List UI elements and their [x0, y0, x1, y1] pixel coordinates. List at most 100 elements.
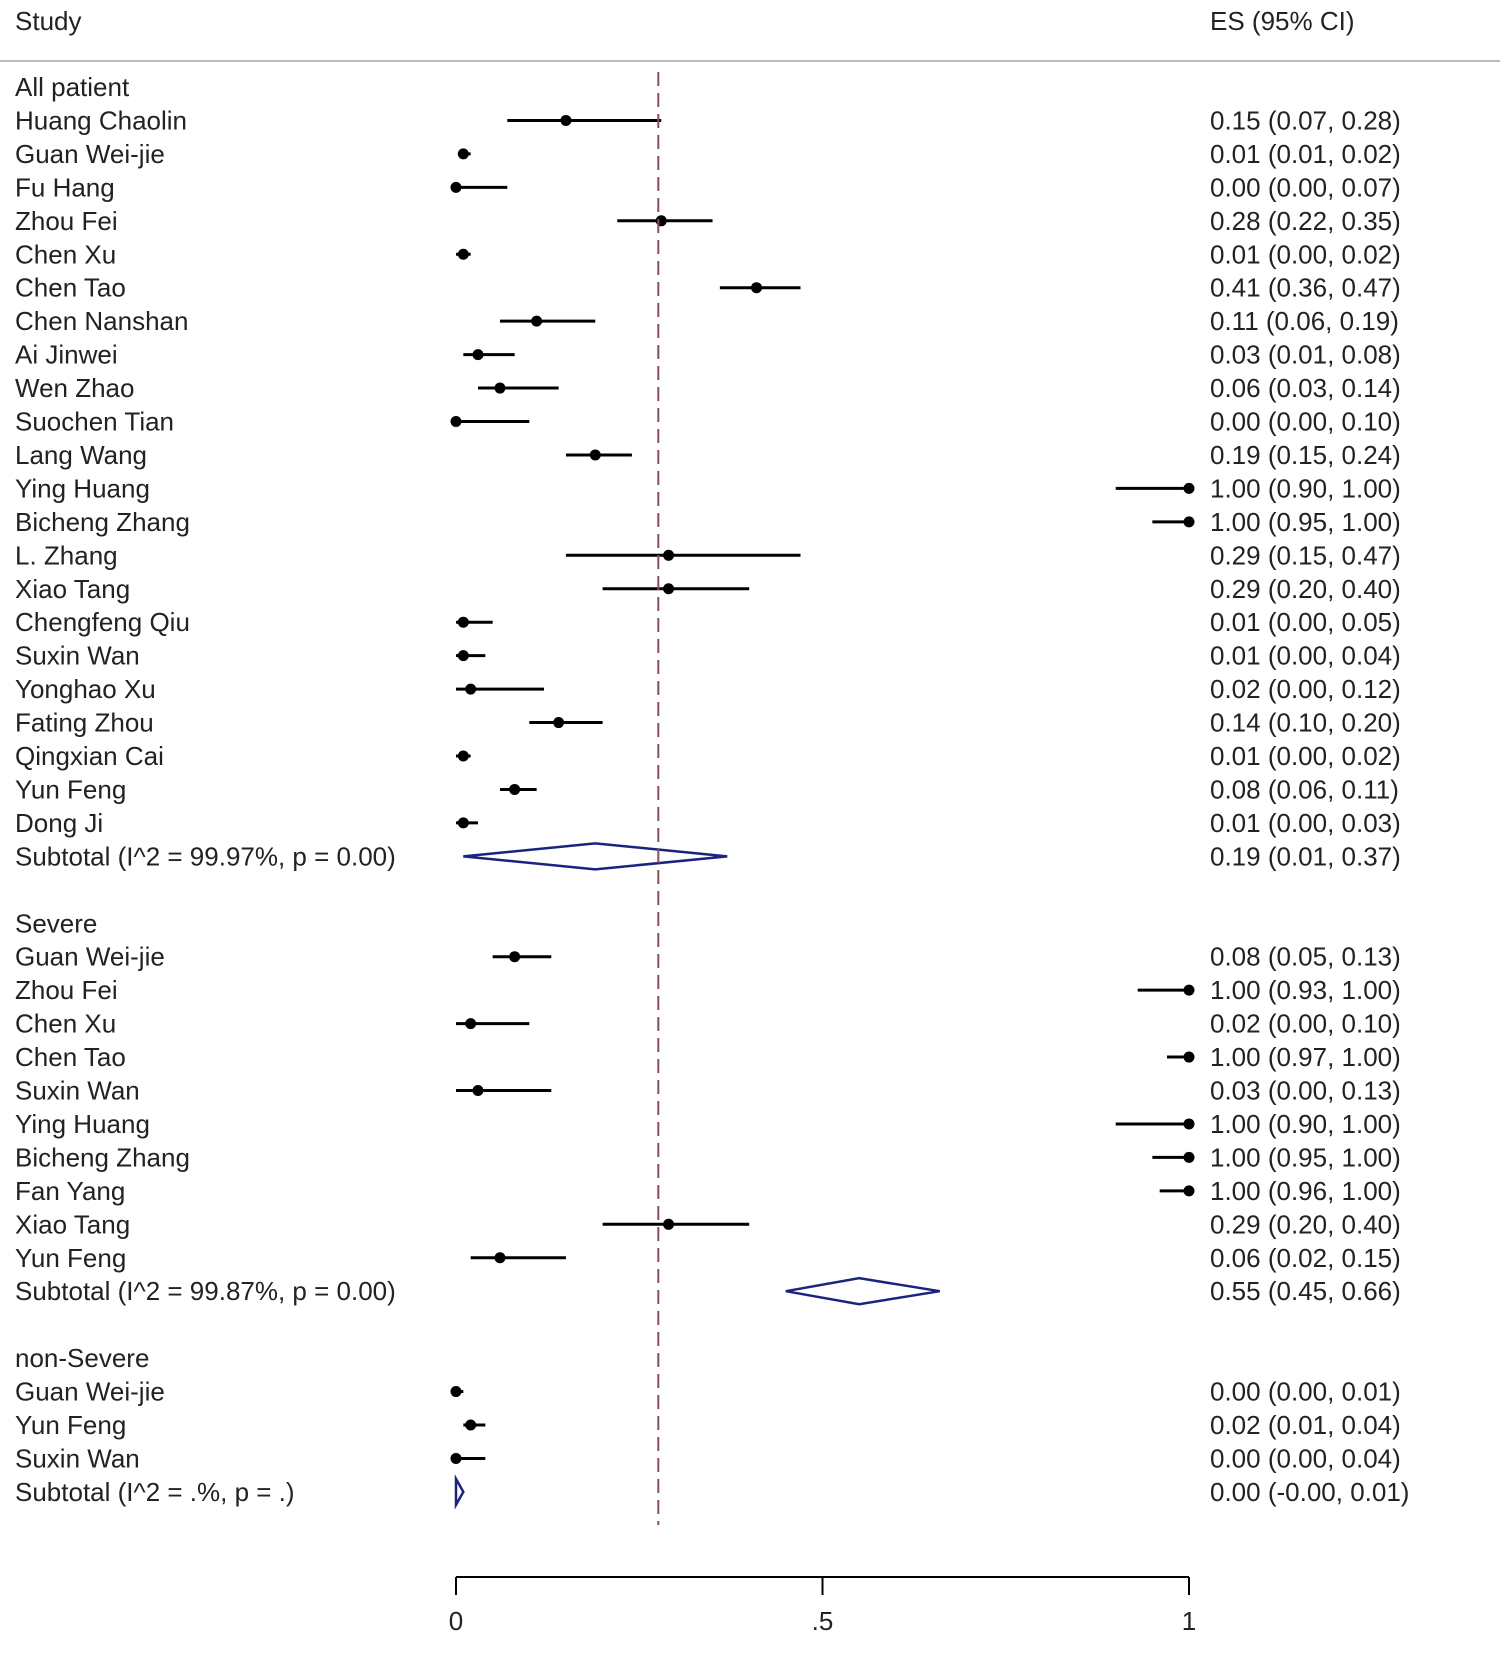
es-value: 0.02 (0.00, 0.10)	[1210, 1009, 1401, 1039]
es-value: 1.00 (0.95, 1.00)	[1210, 507, 1401, 537]
study-label: Fu Hang	[15, 172, 115, 202]
study-label: Suxin Wan	[15, 641, 140, 671]
point-estimate	[465, 1419, 477, 1431]
point-estimate	[560, 114, 572, 126]
es-value: 0.28 (0.22, 0.35)	[1210, 206, 1401, 236]
study-label: Fan Yang	[15, 1176, 125, 1206]
point-estimate	[751, 282, 763, 294]
es-value: 0.00 (0.00, 0.04)	[1210, 1443, 1401, 1473]
study-label: Zhou Fei	[15, 975, 118, 1005]
es-value: 1.00 (0.90, 1.00)	[1210, 473, 1401, 503]
x-tick-label: .5	[812, 1606, 834, 1636]
es-value: 1.00 (0.95, 1.00)	[1210, 1142, 1401, 1172]
point-estimate	[450, 1452, 462, 1464]
point-estimate	[509, 951, 521, 963]
study-label: Chen Nanshan	[15, 306, 188, 336]
es-value: 0.00 (0.00, 0.07)	[1210, 172, 1401, 202]
es-value: 0.14 (0.10, 0.20)	[1210, 708, 1401, 738]
group-heading: non-Severe	[15, 1343, 149, 1373]
es-value: 0.08 (0.05, 0.13)	[1210, 942, 1401, 972]
es-value: 0.08 (0.06, 0.11)	[1210, 774, 1399, 804]
study-label: Bicheng Zhang	[15, 507, 190, 537]
es-value: 0.29 (0.20, 0.40)	[1210, 1209, 1401, 1239]
subtotal-label: Subtotal (I^2 = 99.87%, p = 0.00)	[15, 1276, 396, 1306]
es-value: 0.00 (0.00, 0.10)	[1210, 407, 1401, 437]
study-label: Yun Feng	[15, 1243, 126, 1273]
point-estimate	[450, 1386, 462, 1398]
point-estimate	[450, 181, 462, 193]
es-value: 1.00 (0.90, 1.00)	[1210, 1109, 1401, 1139]
es-value: 0.01 (0.01, 0.02)	[1210, 139, 1401, 169]
point-estimate	[457, 616, 469, 628]
study-label: Qingxian Cai	[15, 741, 164, 771]
subtotal-label: Subtotal (I^2 = 99.97%, p = 0.00)	[15, 841, 396, 871]
point-estimate	[1183, 1151, 1195, 1163]
es-column-header: ES (95% CI)	[1210, 6, 1355, 36]
study-label: Wen Zhao	[15, 373, 134, 403]
point-estimate	[663, 1218, 675, 1230]
point-estimate	[465, 1018, 477, 1030]
point-estimate	[494, 1252, 506, 1264]
es-value: 1.00 (0.97, 1.00)	[1210, 1042, 1401, 1072]
study-label: Ying Huang	[15, 1109, 150, 1139]
study-label: Lang Wang	[15, 440, 147, 470]
point-estimate	[494, 382, 506, 394]
point-estimate	[1183, 1051, 1195, 1063]
point-estimate	[457, 148, 469, 160]
study-label: Bicheng Zhang	[15, 1142, 190, 1172]
es-value: 1.00 (0.93, 1.00)	[1210, 975, 1401, 1005]
subtotal-diamond	[454, 1474, 465, 1510]
group-heading: All patient	[15, 72, 130, 102]
es-value: 0.02 (0.01, 0.04)	[1210, 1410, 1401, 1440]
point-estimate	[589, 449, 601, 461]
es-value: 0.01 (0.00, 0.03)	[1210, 808, 1401, 838]
study-label: Ying Huang	[15, 473, 150, 503]
study-label: Suochen Tian	[15, 407, 174, 437]
point-estimate	[472, 1085, 484, 1096]
point-estimate	[553, 717, 565, 729]
study-label: Chen Xu	[15, 239, 116, 269]
point-estimate	[457, 817, 469, 829]
point-estimate	[1183, 516, 1195, 528]
x-tick-label: 1	[1182, 1606, 1196, 1636]
subtotal-es-value: 0.00 (-0.00, 0.01)	[1210, 1477, 1409, 1507]
point-estimate	[472, 349, 484, 361]
es-value: 0.02 (0.00, 0.12)	[1210, 674, 1401, 704]
subtotal-diamond	[463, 842, 728, 871]
point-estimate	[509, 783, 521, 795]
subtotal-label: Subtotal (I^2 = .%, p = .)	[15, 1477, 295, 1507]
es-value: 0.15 (0.07, 0.28)	[1210, 105, 1401, 135]
point-estimate	[1183, 1185, 1195, 1197]
study-label: Xiao Tang	[15, 1209, 130, 1239]
study-label: Suxin Wan	[15, 1443, 140, 1473]
point-estimate	[457, 248, 469, 260]
point-estimate	[1183, 1118, 1195, 1130]
point-estimate	[663, 549, 675, 561]
es-value: 0.01 (0.00, 0.02)	[1210, 239, 1401, 269]
study-label: Guan Wei-jie	[15, 942, 165, 972]
es-value: 0.11 (0.06, 0.19)	[1210, 306, 1399, 336]
study-label: L. Zhang	[15, 540, 118, 570]
subtotal-diamond	[785, 1276, 940, 1306]
study-label: Ai Jinwei	[15, 340, 118, 370]
es-value: 0.03 (0.01, 0.08)	[1210, 340, 1401, 370]
x-tick-label: 0	[449, 1606, 463, 1636]
point-estimate	[1183, 482, 1195, 494]
point-estimate	[457, 650, 469, 662]
subtotal-es-value: 0.19 (0.01, 0.37)	[1210, 841, 1401, 871]
study-column-header: Study	[15, 6, 82, 36]
study-label: Chengfeng Qiu	[15, 607, 190, 637]
study-label: Chen Tao	[15, 1042, 126, 1072]
point-estimate	[1183, 984, 1195, 996]
study-label: Chen Tao	[15, 273, 126, 303]
es-value: 0.19 (0.15, 0.24)	[1210, 440, 1401, 470]
study-label: Fating Zhou	[15, 708, 154, 738]
es-value: 0.06 (0.02, 0.15)	[1210, 1243, 1401, 1273]
es-value: 0.29 (0.15, 0.47)	[1210, 540, 1401, 570]
es-value: 0.01 (0.00, 0.04)	[1210, 641, 1401, 671]
study-label: Yonghao Xu	[15, 674, 156, 704]
es-value: 0.06 (0.03, 0.14)	[1210, 373, 1401, 403]
study-label: Dong Ji	[15, 808, 103, 838]
